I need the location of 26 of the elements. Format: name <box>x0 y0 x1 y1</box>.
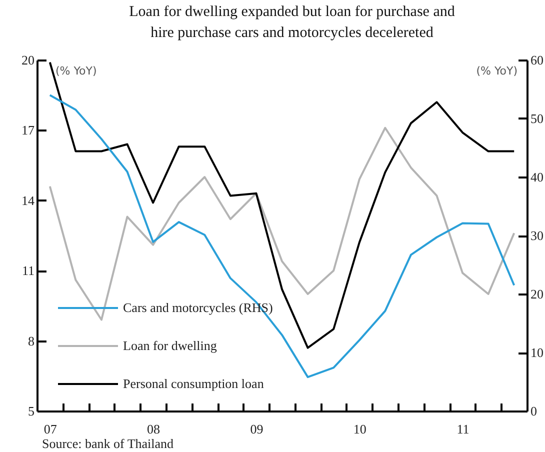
y2-tick-label: 0 <box>530 404 537 418</box>
x-tick-label: 08 <box>147 422 160 436</box>
y2-tick-label: 40 <box>530 170 544 184</box>
y2-tick-label: 30 <box>530 228 544 243</box>
y-tick-label: 20 <box>22 52 34 68</box>
line-series <box>48 126 516 321</box>
y2-tick-label: 50 <box>530 111 544 126</box>
y-tick-label: 11 <box>22 263 34 278</box>
legend-label: Personal consumption loan <box>123 376 264 391</box>
x-tick-label: 07 <box>44 422 58 436</box>
line-series <box>48 94 516 378</box>
y2-axis-title: (% YoY) <box>476 64 518 78</box>
y2-tick-label: 20 <box>530 286 544 302</box>
y2-tick-label: 60 <box>530 52 544 68</box>
x-tick-label: 09 <box>250 422 264 436</box>
chart-title: Loan for dwelling expanded but loan for purchase and hire purchase cars and motorcycles decelereted <box>129 4 456 41</box>
legend-label: Loan for dwelling <box>123 338 218 353</box>
y-tick-label: 14 <box>22 192 35 208</box>
y-axis-title: (% YoY) <box>56 64 97 78</box>
y-tick-label: 5 <box>28 404 34 418</box>
y2-tick-label: 10 <box>530 345 544 360</box>
x-tick-label: 11 <box>456 422 470 436</box>
x-tick-label: 10 <box>353 422 366 436</box>
source-note: Source: bank of Thailand <box>42 436 174 451</box>
y-tick-label: 17 <box>22 122 35 138</box>
y-tick-label: 8 <box>28 333 34 348</box>
